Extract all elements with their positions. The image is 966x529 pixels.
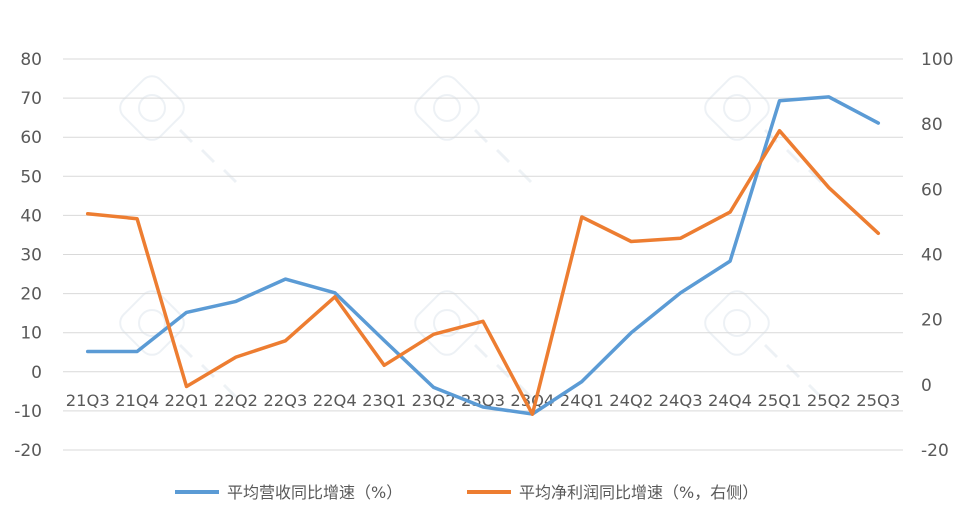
- watermark-circle: [433, 309, 461, 337]
- right-tick-label: 40: [921, 246, 943, 266]
- legend-item: 平均营收同比增速（%）: [175, 483, 402, 502]
- left-tick-label: 20: [20, 285, 42, 305]
- left-tick-label: 50: [20, 167, 42, 187]
- watermark-logo: [704, 290, 823, 399]
- profit-growth-line: [85, 128, 881, 416]
- x-tick-label: 23Q3: [461, 391, 505, 410]
- x-tick-label: 23Q4: [510, 391, 554, 410]
- left-tick-label: 0: [31, 363, 42, 383]
- x-tick-label: 25Q2: [807, 391, 851, 410]
- left-y-axis: 80 70 60 50 40 30 20 10 0 -10 -20: [14, 50, 42, 461]
- watermark-strokes: [473, 343, 533, 399]
- x-tick-label: 22Q4: [313, 391, 357, 410]
- left-tick-label: -20: [14, 441, 42, 461]
- x-tick-label: 24Q4: [708, 391, 752, 410]
- x-tick-label: 23Q1: [362, 391, 406, 410]
- series-layer: [85, 95, 881, 416]
- right-tick-label: 0: [921, 376, 932, 396]
- x-axis: 21Q3 21Q4 22Q1 22Q2 22Q3 22Q4 23Q1 23Q2 23Q3 23Q4…: [66, 391, 901, 410]
- left-tick-label: 80: [20, 50, 42, 70]
- watermark-diamond: [704, 290, 770, 356]
- watermark-diamond: [414, 290, 480, 356]
- x-tick-label: 25Q1: [757, 391, 801, 410]
- watermark-logo: [119, 75, 238, 184]
- x-tick-label: 22Q1: [165, 391, 209, 410]
- left-tick-label: -10: [14, 402, 42, 422]
- watermark-logo: [414, 290, 533, 399]
- watermark-strokes: [178, 128, 238, 184]
- watermark-strokes: [473, 128, 533, 184]
- x-tick-label: 21Q4: [115, 391, 159, 410]
- legend-item: 平均净利润同比增速（%，右侧）: [467, 483, 758, 502]
- right-tick-label: 60: [921, 180, 943, 200]
- watermark-strokes: [763, 343, 823, 399]
- revenue-growth-line: [85, 95, 881, 416]
- x-tick-label: 22Q3: [263, 391, 307, 410]
- watermark-circle: [138, 309, 166, 337]
- watermark-diamond: [704, 75, 770, 141]
- x-tick-label: 22Q2: [214, 391, 258, 410]
- left-tick-label: 40: [20, 206, 42, 226]
- left-tick-label: 60: [20, 128, 42, 148]
- watermark-diamond: [119, 290, 185, 356]
- watermark-diamond: [119, 75, 185, 141]
- x-tick-label: 21Q3: [66, 391, 110, 410]
- gridlines: [63, 58, 903, 451]
- watermark-circle: [723, 94, 751, 122]
- right-tick-label: -20: [921, 441, 949, 461]
- x-tick-label: 24Q1: [560, 391, 604, 410]
- right-tick-label: 20: [921, 311, 943, 331]
- right-tick-label: 80: [921, 115, 943, 135]
- left-tick-label: 10: [20, 324, 42, 344]
- watermark-logo: [119, 290, 238, 399]
- watermark-circle: [723, 309, 751, 337]
- left-tick-label: 30: [20, 246, 42, 266]
- watermark-strokes: [178, 343, 238, 399]
- right-tick-label: 100: [921, 50, 953, 70]
- x-tick-label: 24Q2: [609, 391, 653, 410]
- watermark-logo: [414, 75, 533, 184]
- left-tick-label: 70: [20, 89, 42, 109]
- x-tick-label: 24Q3: [659, 391, 703, 410]
- legend-label: 平均营收同比增速（%）: [227, 483, 402, 502]
- legend-label: 平均净利润同比增速（%，右侧）: [519, 483, 758, 502]
- legend: 平均营收同比增速（%） 平均净利润同比增速（%，右侧）: [175, 483, 758, 502]
- watermark-circle: [138, 94, 166, 122]
- watermark-diamond: [414, 75, 480, 141]
- x-tick-label: 25Q3: [856, 391, 900, 410]
- x-tick-label: 23Q2: [412, 391, 456, 410]
- watermark-layer: [119, 75, 823, 399]
- watermark-circle: [433, 94, 461, 122]
- right-y-axis: 100 80 60 40 20 0 -20: [921, 50, 953, 461]
